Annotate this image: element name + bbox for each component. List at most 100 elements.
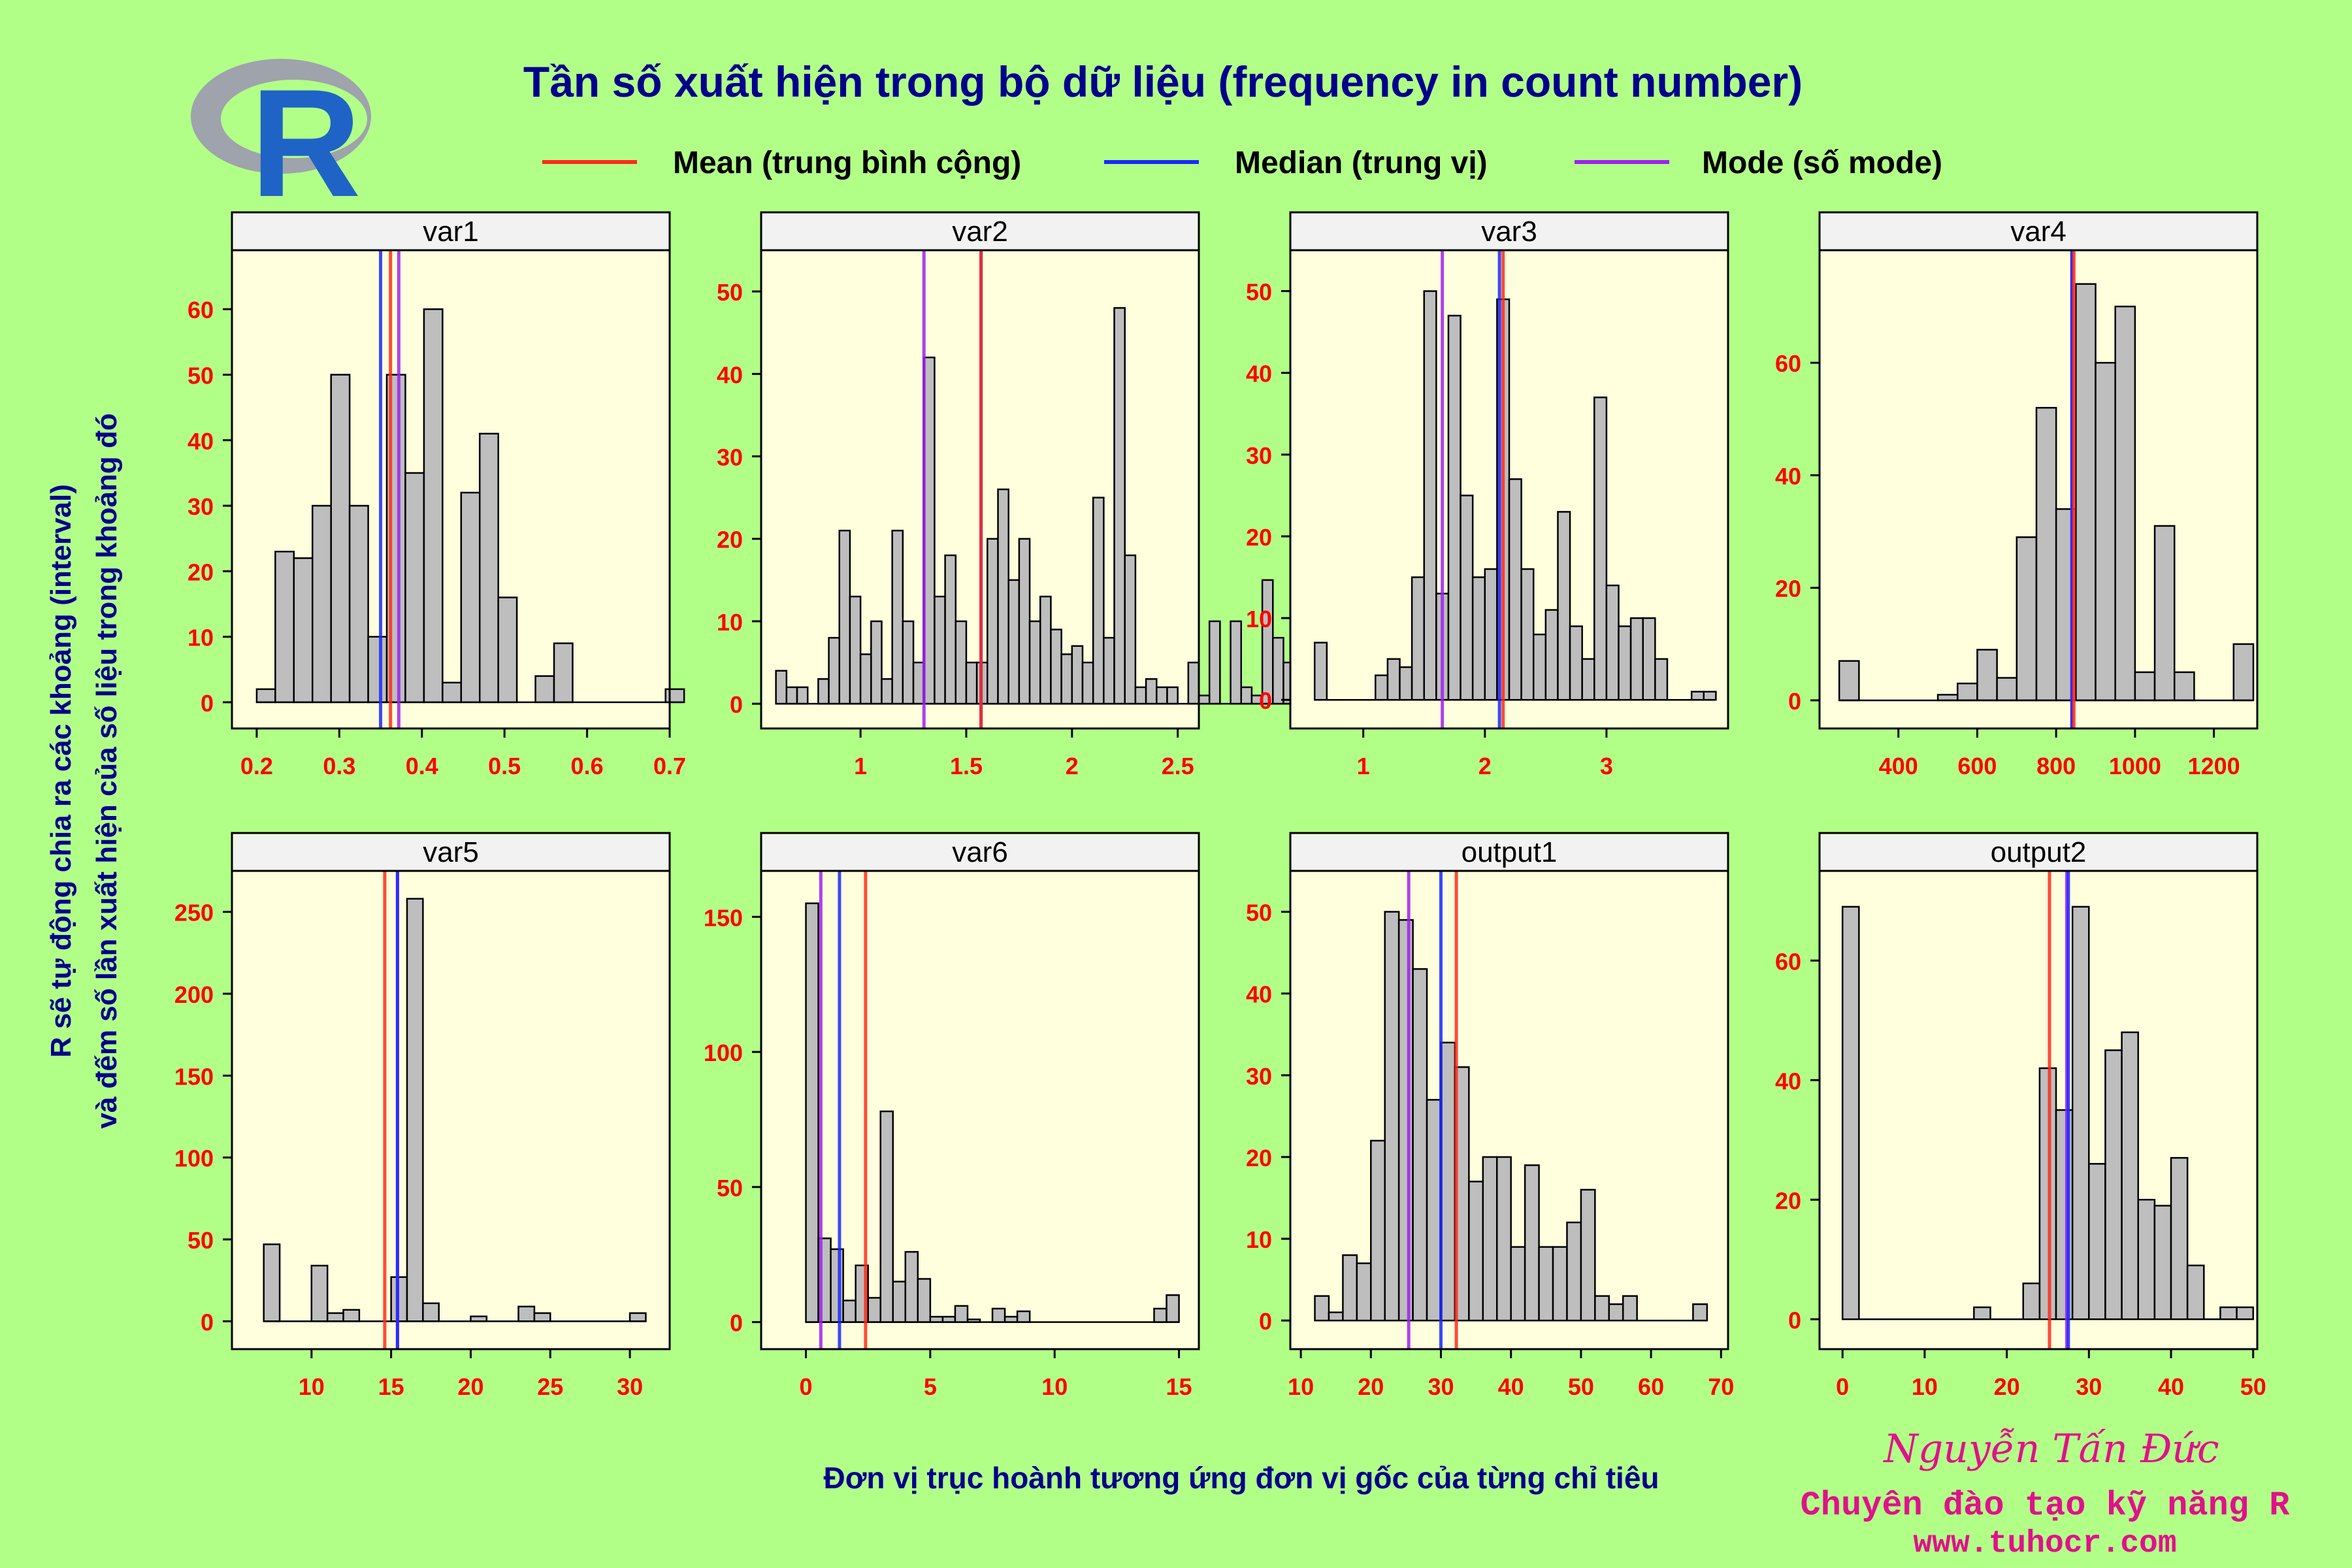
y-tick-label: 0 (1788, 1307, 1801, 1333)
bar (2236, 1306, 2254, 1320)
bar (2173, 671, 2195, 702)
bar (1313, 642, 1328, 701)
r-logo: R (191, 57, 371, 229)
bar (1426, 1099, 1442, 1322)
bar (2121, 1031, 2139, 1320)
legend-label-2: Median (trung vị) (1235, 146, 1488, 180)
bar (1520, 568, 1535, 701)
bar (1187, 661, 1200, 705)
bar (2088, 1163, 2106, 1320)
bar (867, 1297, 881, 1323)
bar (1113, 307, 1126, 705)
bar (1447, 314, 1462, 701)
panel-frame (231, 870, 671, 1350)
bar (1538, 1246, 1554, 1322)
x-tick-label: 10 (1288, 1373, 1314, 1400)
bar (1328, 1311, 1344, 1322)
bar (497, 596, 518, 704)
x-tick-label: 30 (617, 1373, 643, 1400)
y-tick-label: 0 (1259, 687, 1272, 714)
bar (805, 902, 819, 1323)
bar (1384, 911, 1400, 1322)
y-tick-label: 20 (717, 527, 743, 553)
bar (859, 653, 872, 705)
bar (1484, 568, 1498, 701)
panel-title: var6 (952, 836, 1008, 868)
x-tick-label: 1 (1357, 753, 1370, 779)
y-tick-label: 0 (730, 1310, 743, 1337)
bar (987, 538, 999, 705)
bar (1471, 576, 1486, 701)
panel-strip (1289, 211, 1729, 252)
bar (881, 678, 893, 705)
bar (422, 1302, 440, 1322)
bar (1510, 1246, 1526, 1322)
y-tick-label: 250 (174, 900, 214, 926)
bar (934, 595, 946, 705)
panel-var1: var1 0 10 20 30 40 50 60 0.2 0.3 0.4 0.5 0.6 0.7 (188, 211, 686, 779)
bar (1050, 629, 1062, 705)
bar (478, 433, 499, 704)
panel-title: var4 (2010, 216, 2066, 248)
bar (1608, 1303, 1624, 1322)
y-tick-label: 60 (1775, 350, 1801, 377)
x-tick-label: 1200 (2188, 753, 2240, 779)
panel-frame (760, 870, 1200, 1350)
panel-frame (1818, 249, 2259, 730)
bar (2153, 1205, 2172, 1320)
y-tick-label: 50 (717, 1175, 743, 1201)
y-tick-label: 100 (174, 1145, 214, 1172)
bar (460, 491, 481, 704)
panel-title: var5 (423, 836, 479, 868)
y-tick-label: 0 (730, 691, 743, 718)
bar (664, 688, 685, 704)
bar (944, 554, 957, 705)
bar (534, 675, 555, 704)
x-tick-label: 25 (537, 1373, 563, 1400)
bar (2104, 1049, 2123, 1320)
y-tick-label: 30 (1246, 442, 1272, 469)
panel-frame (760, 249, 1200, 730)
bar (1495, 1156, 1512, 1322)
bar (1240, 686, 1253, 705)
y-tick-label: 200 (174, 981, 214, 1008)
bar (1569, 625, 1583, 701)
x-tick-label: 1000 (2109, 753, 2161, 779)
x-tick-label: 0.3 (323, 753, 355, 779)
x-axis-label: Đơn vị trục hoành tương ứng đơn vị gốc c… (823, 1461, 1659, 1495)
bar (404, 472, 425, 704)
bar (785, 686, 798, 705)
bar (2170, 1156, 2189, 1320)
bar (1996, 677, 2018, 702)
bar (1198, 694, 1211, 705)
bar (828, 636, 841, 705)
panel-frame (1289, 249, 1729, 730)
y-axis-label-line1: R sẽ tự động chia ra các khoảng (interva… (45, 484, 77, 1058)
panel-strip (760, 211, 1200, 252)
x-tick-label: 2 (1478, 753, 1492, 779)
y-tick-label: 40 (717, 361, 743, 388)
bar (2232, 643, 2255, 702)
bar (342, 1309, 361, 1322)
x-tick-label: 20 (457, 1373, 483, 1400)
x-tick-label: 40 (2158, 1373, 2184, 1400)
y-tick-label: 50 (717, 279, 743, 306)
y-tick-label: 60 (188, 297, 214, 323)
x-tick-label: 0 (800, 1373, 813, 1400)
bar (1552, 1246, 1568, 1322)
x-tick-label: 10 (1912, 1373, 1938, 1400)
bar (1145, 678, 1158, 705)
bar (2137, 1199, 2156, 1320)
x-tick-label: 0.5 (488, 753, 521, 779)
bar (1957, 682, 1978, 702)
bar (1692, 1303, 1708, 1322)
bar (1841, 906, 1860, 1320)
bar (1703, 691, 1717, 701)
bar (1060, 653, 1073, 705)
chart-title: Tần số xuất hiện trong bộ dữ liệu (frequ… (523, 57, 1803, 106)
y-tick-label: 50 (1246, 279, 1272, 306)
y-tick-label: 100 (704, 1039, 743, 1066)
x-tick-label: 1.5 (950, 753, 983, 779)
y-tick-label: 50 (188, 1227, 214, 1254)
